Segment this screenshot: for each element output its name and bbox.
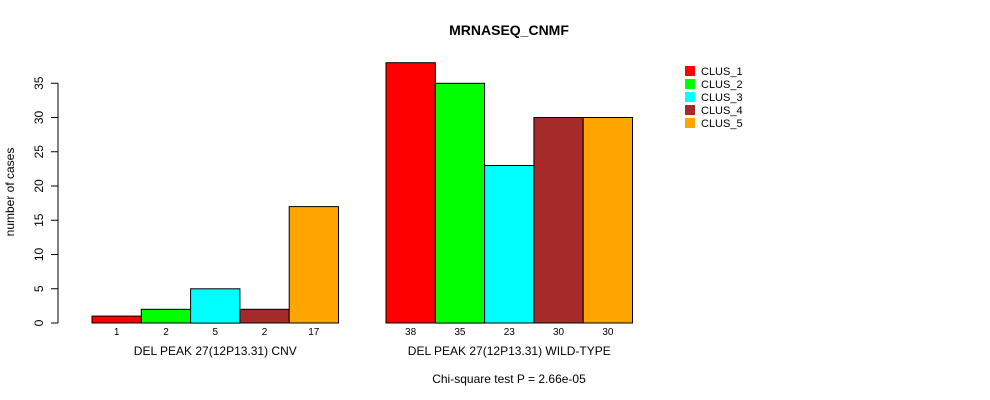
y-tick-label: 25	[32, 145, 46, 159]
y-axis: 0 5 10 15 20 25 30 35 number of cases	[3, 76, 59, 326]
bar-clus-5	[288, 206, 340, 324]
chi-square-footnote: Chi-square test P = 2.66e-05	[432, 372, 586, 386]
bar-value-label: 2	[163, 327, 169, 338]
legend-label: CLUS_4	[701, 105, 743, 117]
bar-clus-4	[533, 117, 584, 324]
group-label: DEL PEAK 27(12P13.31) WILD-TYPE	[408, 344, 611, 358]
legend-label: CLUS_1	[701, 66, 743, 78]
bar-clus-2	[434, 82, 486, 324]
y-tick-label: 20	[32, 179, 46, 193]
legend-swatch	[685, 105, 695, 115]
chart-title: MRNASEQ_CNMF	[449, 22, 569, 38]
bar-clus-1	[91, 315, 142, 324]
y-tick-label: 10	[32, 248, 46, 262]
value-labels-layer: 1 2 5 2 17 38 35 23 30 30	[114, 327, 614, 338]
bar-clus-3	[190, 288, 241, 324]
bar-value-label: 2	[262, 327, 268, 338]
bar-clus-1	[385, 62, 436, 324]
legend-swatch	[685, 66, 695, 76]
y-tick-label: 0	[32, 319, 46, 326]
group-label: DEL PEAK 27(12P13.31) CNV	[134, 344, 297, 358]
bar-value-label: 23	[504, 327, 516, 338]
bar-clus-2	[140, 308, 192, 324]
legend-swatch	[685, 92, 695, 102]
legend-label: CLUS_3	[701, 92, 743, 104]
bars-layer	[91, 62, 634, 324]
legend-label: CLUS_2	[701, 79, 743, 91]
bar-value-label: 5	[213, 327, 219, 338]
y-tick-label: 15	[32, 213, 46, 227]
bar-value-label: 30	[602, 327, 614, 338]
bar-value-label: 38	[405, 327, 417, 338]
legend-label: CLUS_5	[701, 118, 743, 130]
bar-clus-3	[484, 165, 535, 324]
y-tick-label: 30	[32, 111, 46, 125]
bar-value-label: 30	[553, 327, 565, 338]
y-axis-title: number of cases	[3, 148, 17, 237]
y-tick-label: 35	[32, 76, 46, 90]
bar-value-label: 35	[454, 327, 466, 338]
bar-clus-5	[582, 117, 634, 324]
group-labels-layer: DEL PEAK 27(12P13.31) CNV DEL PEAK 27(12P…	[134, 344, 611, 358]
bar-value-label: 17	[308, 327, 320, 338]
bar-clus-4	[239, 308, 290, 324]
bar-value-label: 1	[114, 327, 120, 338]
legend-swatch	[685, 118, 695, 128]
legend-swatch	[685, 79, 695, 89]
y-tick-label: 5	[32, 285, 46, 292]
